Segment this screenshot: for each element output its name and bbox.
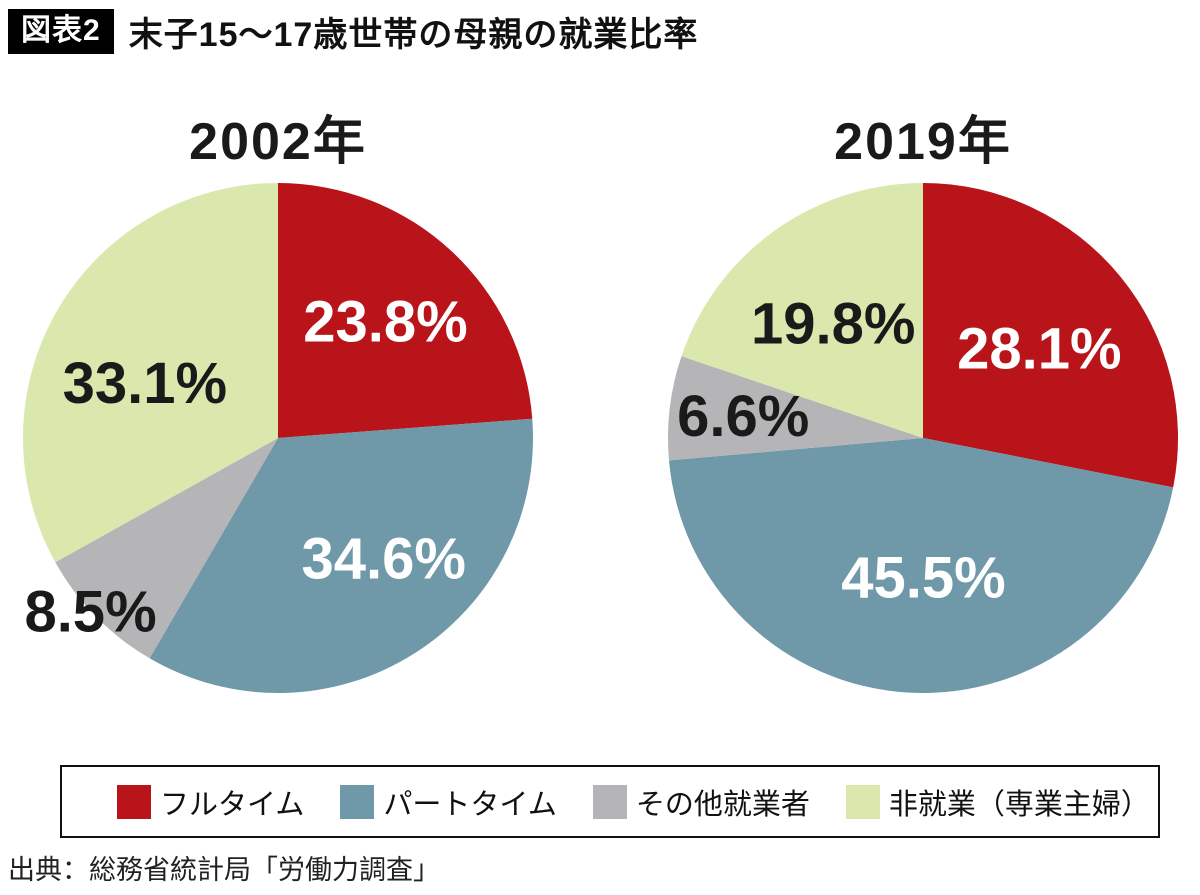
- pie-slice: [923, 183, 1178, 488]
- pie-slice: [681, 183, 923, 438]
- legend-item-parttime: パートタイム: [340, 781, 557, 823]
- pie-slice-label: 23.8%: [303, 290, 467, 355]
- legend-label-fulltime: フルタイム: [160, 788, 305, 821]
- pie-chart-2019: 28.1% 45.5% 6.6% 19.8%: [668, 183, 1178, 694]
- pie-figure-2019: 2019年 28.1% 45.5% 6.6% 19.8%: [668, 90, 1178, 694]
- pie-slice-label: 28.1%: [957, 316, 1121, 381]
- pie-slice-label: 45.5%: [841, 546, 1005, 611]
- legend-swatch-other-employed: [592, 784, 627, 819]
- pie-slice-label: 8.5%: [24, 579, 156, 644]
- legend-swatch-fulltime: [117, 784, 151, 819]
- pie-title-2002: 2002年: [189, 113, 367, 171]
- figure-tag: 図表2: [8, 9, 114, 54]
- legend-item-not-employed: 非就業（専業主婦）: [845, 781, 1150, 823]
- header: 図表2 末子15〜17歳世帯の母親の就業比率: [8, 7, 698, 56]
- pie-chart-2002: 23.8% 34.6% 8.5% 33.1%: [23, 183, 533, 693]
- pie-slice: [278, 183, 533, 438]
- legend: フルタイム パートタイム その他就業者 非就業（専業主婦）: [60, 765, 1160, 838]
- pie-figure-2002: 2002年 23.8% 34.6% 8.5% 33.1%: [23, 90, 533, 693]
- legend-label-not-employed: 非就業（専業主婦）: [888, 788, 1150, 821]
- pie-slice-label: 19.8%: [751, 292, 915, 357]
- pie-slice: [149, 418, 533, 693]
- legend-label-other-employed: その他就業者: [635, 788, 810, 821]
- pie-slice: [23, 183, 278, 563]
- pie-title-2019: 2019年: [834, 113, 1012, 171]
- legend-swatch-not-employed: [845, 784, 880, 819]
- pie-slice: [668, 438, 1174, 694]
- pie-slice-label: 34.6%: [302, 527, 466, 592]
- legend-swatch-parttime: [340, 784, 375, 819]
- pie-slice: [55, 438, 278, 659]
- pie-slice-label: 33.1%: [63, 351, 227, 416]
- source-note: 出典：総務省統計局「労働力調査」: [8, 855, 440, 885]
- pie-slice-label: 6.6%: [677, 384, 809, 449]
- legend-label-parttime: パートタイム: [383, 788, 557, 821]
- pie-slice: [668, 356, 923, 461]
- legend-item-fulltime: フルタイム: [117, 781, 304, 823]
- page-title: 末子15〜17歳世帯の母親の就業比率: [128, 16, 699, 54]
- legend-item-other-employed: その他就業者: [592, 781, 810, 823]
